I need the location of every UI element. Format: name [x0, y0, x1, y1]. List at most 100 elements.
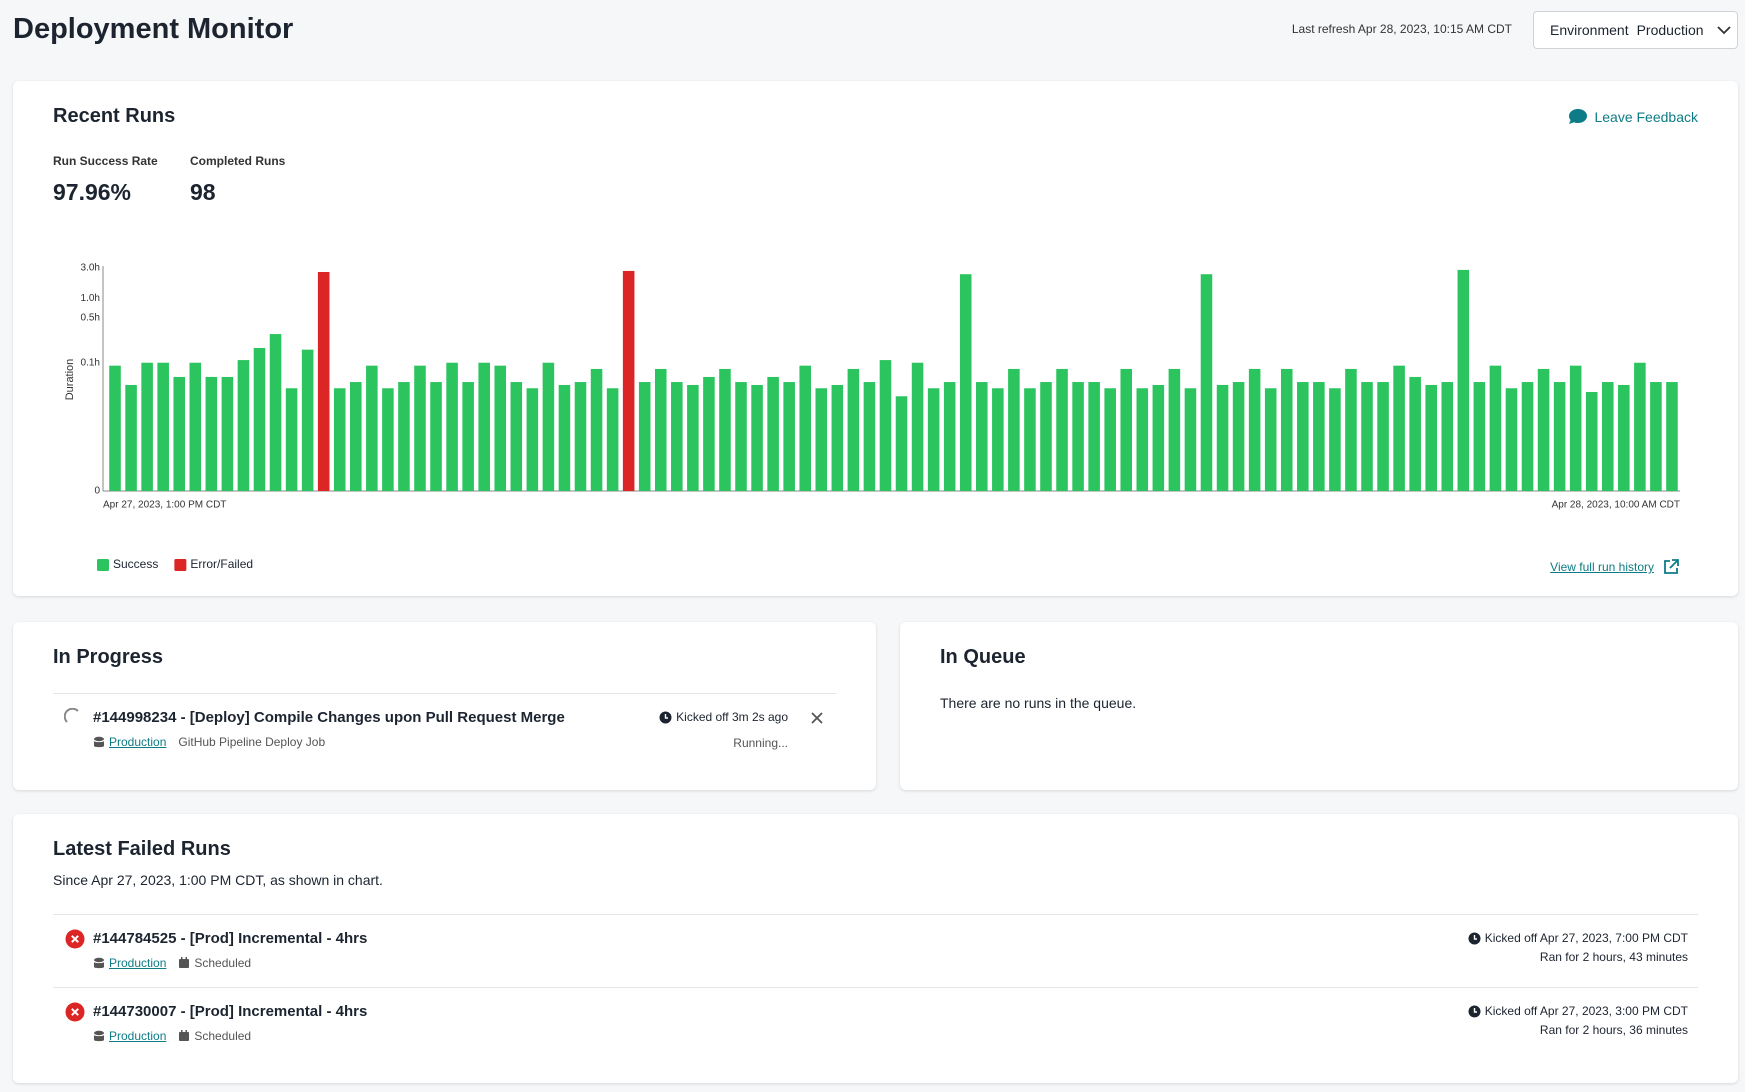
bar — [976, 382, 988, 491]
bar — [1185, 388, 1197, 491]
cancel-button[interactable] — [810, 711, 824, 725]
bar — [286, 388, 298, 491]
bar — [912, 363, 924, 491]
bar — [270, 334, 282, 491]
bar — [366, 366, 378, 491]
run-kicked-off: Kicked off 3m 2s ago — [659, 710, 788, 724]
card-title: Latest Failed Runs — [53, 838, 231, 861]
environment-dropdown[interactable]: Environment Production — [1533, 11, 1738, 49]
run-trigger: Scheduled — [194, 956, 251, 970]
bar — [559, 385, 571, 491]
environment-link[interactable]: Production — [109, 1029, 166, 1043]
bar — [1297, 382, 1309, 491]
bar — [864, 382, 876, 491]
bar — [1249, 369, 1261, 491]
bar — [1634, 363, 1646, 491]
bar — [960, 274, 972, 491]
run-trigger: Scheduled — [194, 1029, 251, 1043]
bar — [719, 369, 731, 491]
bar — [1506, 388, 1518, 491]
card-title: In Queue — [940, 646, 1026, 669]
bar — [735, 382, 747, 491]
environment-value: Production — [1637, 22, 1704, 38]
clock-icon — [659, 711, 672, 724]
recent-runs-card: 00.1h0.5h1.0h3.0hDurationApr 27, 2023, 1… — [13, 81, 1738, 596]
bar — [254, 348, 266, 491]
bar — [1120, 369, 1132, 491]
bar — [1666, 382, 1678, 491]
bar — [1586, 392, 1598, 491]
bar — [494, 366, 506, 491]
bar — [206, 377, 218, 491]
bar — [767, 377, 779, 491]
run-kicked-off: Kicked off Apr 27, 2023, 7:00 PM CDT — [1468, 931, 1688, 945]
bar — [575, 382, 587, 491]
kicked-off-text: Kicked off 3m 2s ago — [676, 710, 788, 724]
bar — [430, 382, 442, 491]
bar — [1361, 382, 1373, 491]
in-progress-card: In Progress #144998234 - [Deploy] Compil… — [13, 622, 876, 790]
environment-link[interactable]: Production — [109, 956, 166, 970]
bar — [1441, 382, 1453, 491]
bar — [815, 388, 827, 491]
bar — [655, 369, 667, 491]
legend-label: Success — [113, 557, 158, 571]
bar — [1474, 382, 1486, 491]
environment-link[interactable]: Production — [109, 735, 166, 749]
stat-label: Run Success Rate — [53, 154, 158, 168]
x-tick-label: Apr 27, 2023, 1:00 PM CDT — [103, 500, 226, 511]
legend-label: Error/Failed — [190, 557, 253, 571]
feedback-link[interactable]: Leave Feedback — [1568, 108, 1698, 126]
stat-label: Completed Runs — [190, 154, 285, 168]
y-tick-label: 0.1h — [81, 357, 100, 368]
clock-icon — [1468, 1005, 1481, 1018]
bar — [1602, 382, 1614, 491]
chevron-icon — [1716, 22, 1732, 38]
bar — [944, 382, 956, 491]
x-tick-label: Apr 28, 2023, 10:00 AM CDT — [1552, 500, 1680, 511]
bar — [703, 377, 715, 491]
bar — [1377, 382, 1389, 491]
stat-value: 98 — [190, 179, 216, 206]
bar — [1329, 388, 1341, 491]
bar — [1425, 385, 1437, 491]
bar — [1570, 366, 1582, 491]
run-status: Running... — [733, 736, 788, 750]
page-title: Deployment Monitor — [13, 13, 293, 46]
bar — [1024, 388, 1036, 491]
queue-message: There are no runs in the queue. — [940, 695, 1136, 711]
bar — [1618, 385, 1630, 491]
bar — [1409, 377, 1421, 491]
run-meta: Production GitHub Pipeline Deploy Job — [93, 735, 325, 749]
database-icon — [93, 736, 105, 749]
divider — [53, 693, 836, 694]
bar — [1393, 366, 1405, 491]
last-refresh: Last refresh Apr 28, 2023, 10:15 AM CDT — [1292, 22, 1512, 36]
environment-label: Environment — [1550, 22, 1629, 38]
bar — [1650, 382, 1662, 491]
bar — [848, 369, 860, 491]
run-trigger: GitHub Pipeline Deploy Job — [178, 735, 325, 749]
history-link[interactable]: View full run history — [1550, 558, 1680, 576]
bar — [832, 385, 844, 491]
bar — [607, 388, 619, 491]
bar — [1538, 369, 1550, 491]
bar — [511, 382, 523, 491]
bar — [141, 363, 153, 491]
bar — [1265, 388, 1277, 491]
card-title: In Progress — [53, 646, 163, 669]
bar — [1217, 385, 1229, 491]
database-icon — [93, 1030, 105, 1043]
kicked-off-text: Kicked off Apr 27, 2023, 3:00 PM CDT — [1485, 1004, 1688, 1018]
bar — [1554, 382, 1566, 491]
error-icon — [65, 1002, 85, 1022]
bar — [446, 363, 458, 491]
card-subtitle: Since Apr 27, 2023, 1:00 PM CDT, as show… — [53, 872, 383, 888]
bar — [1313, 382, 1325, 491]
kicked-off-text: Kicked off Apr 27, 2023, 7:00 PM CDT — [1485, 931, 1688, 945]
run-duration: Ran for 2 hours, 43 minutes — [1540, 950, 1688, 964]
bar — [334, 388, 346, 491]
chat-icon — [1568, 108, 1588, 126]
bar — [1104, 388, 1116, 491]
bar — [190, 363, 202, 491]
